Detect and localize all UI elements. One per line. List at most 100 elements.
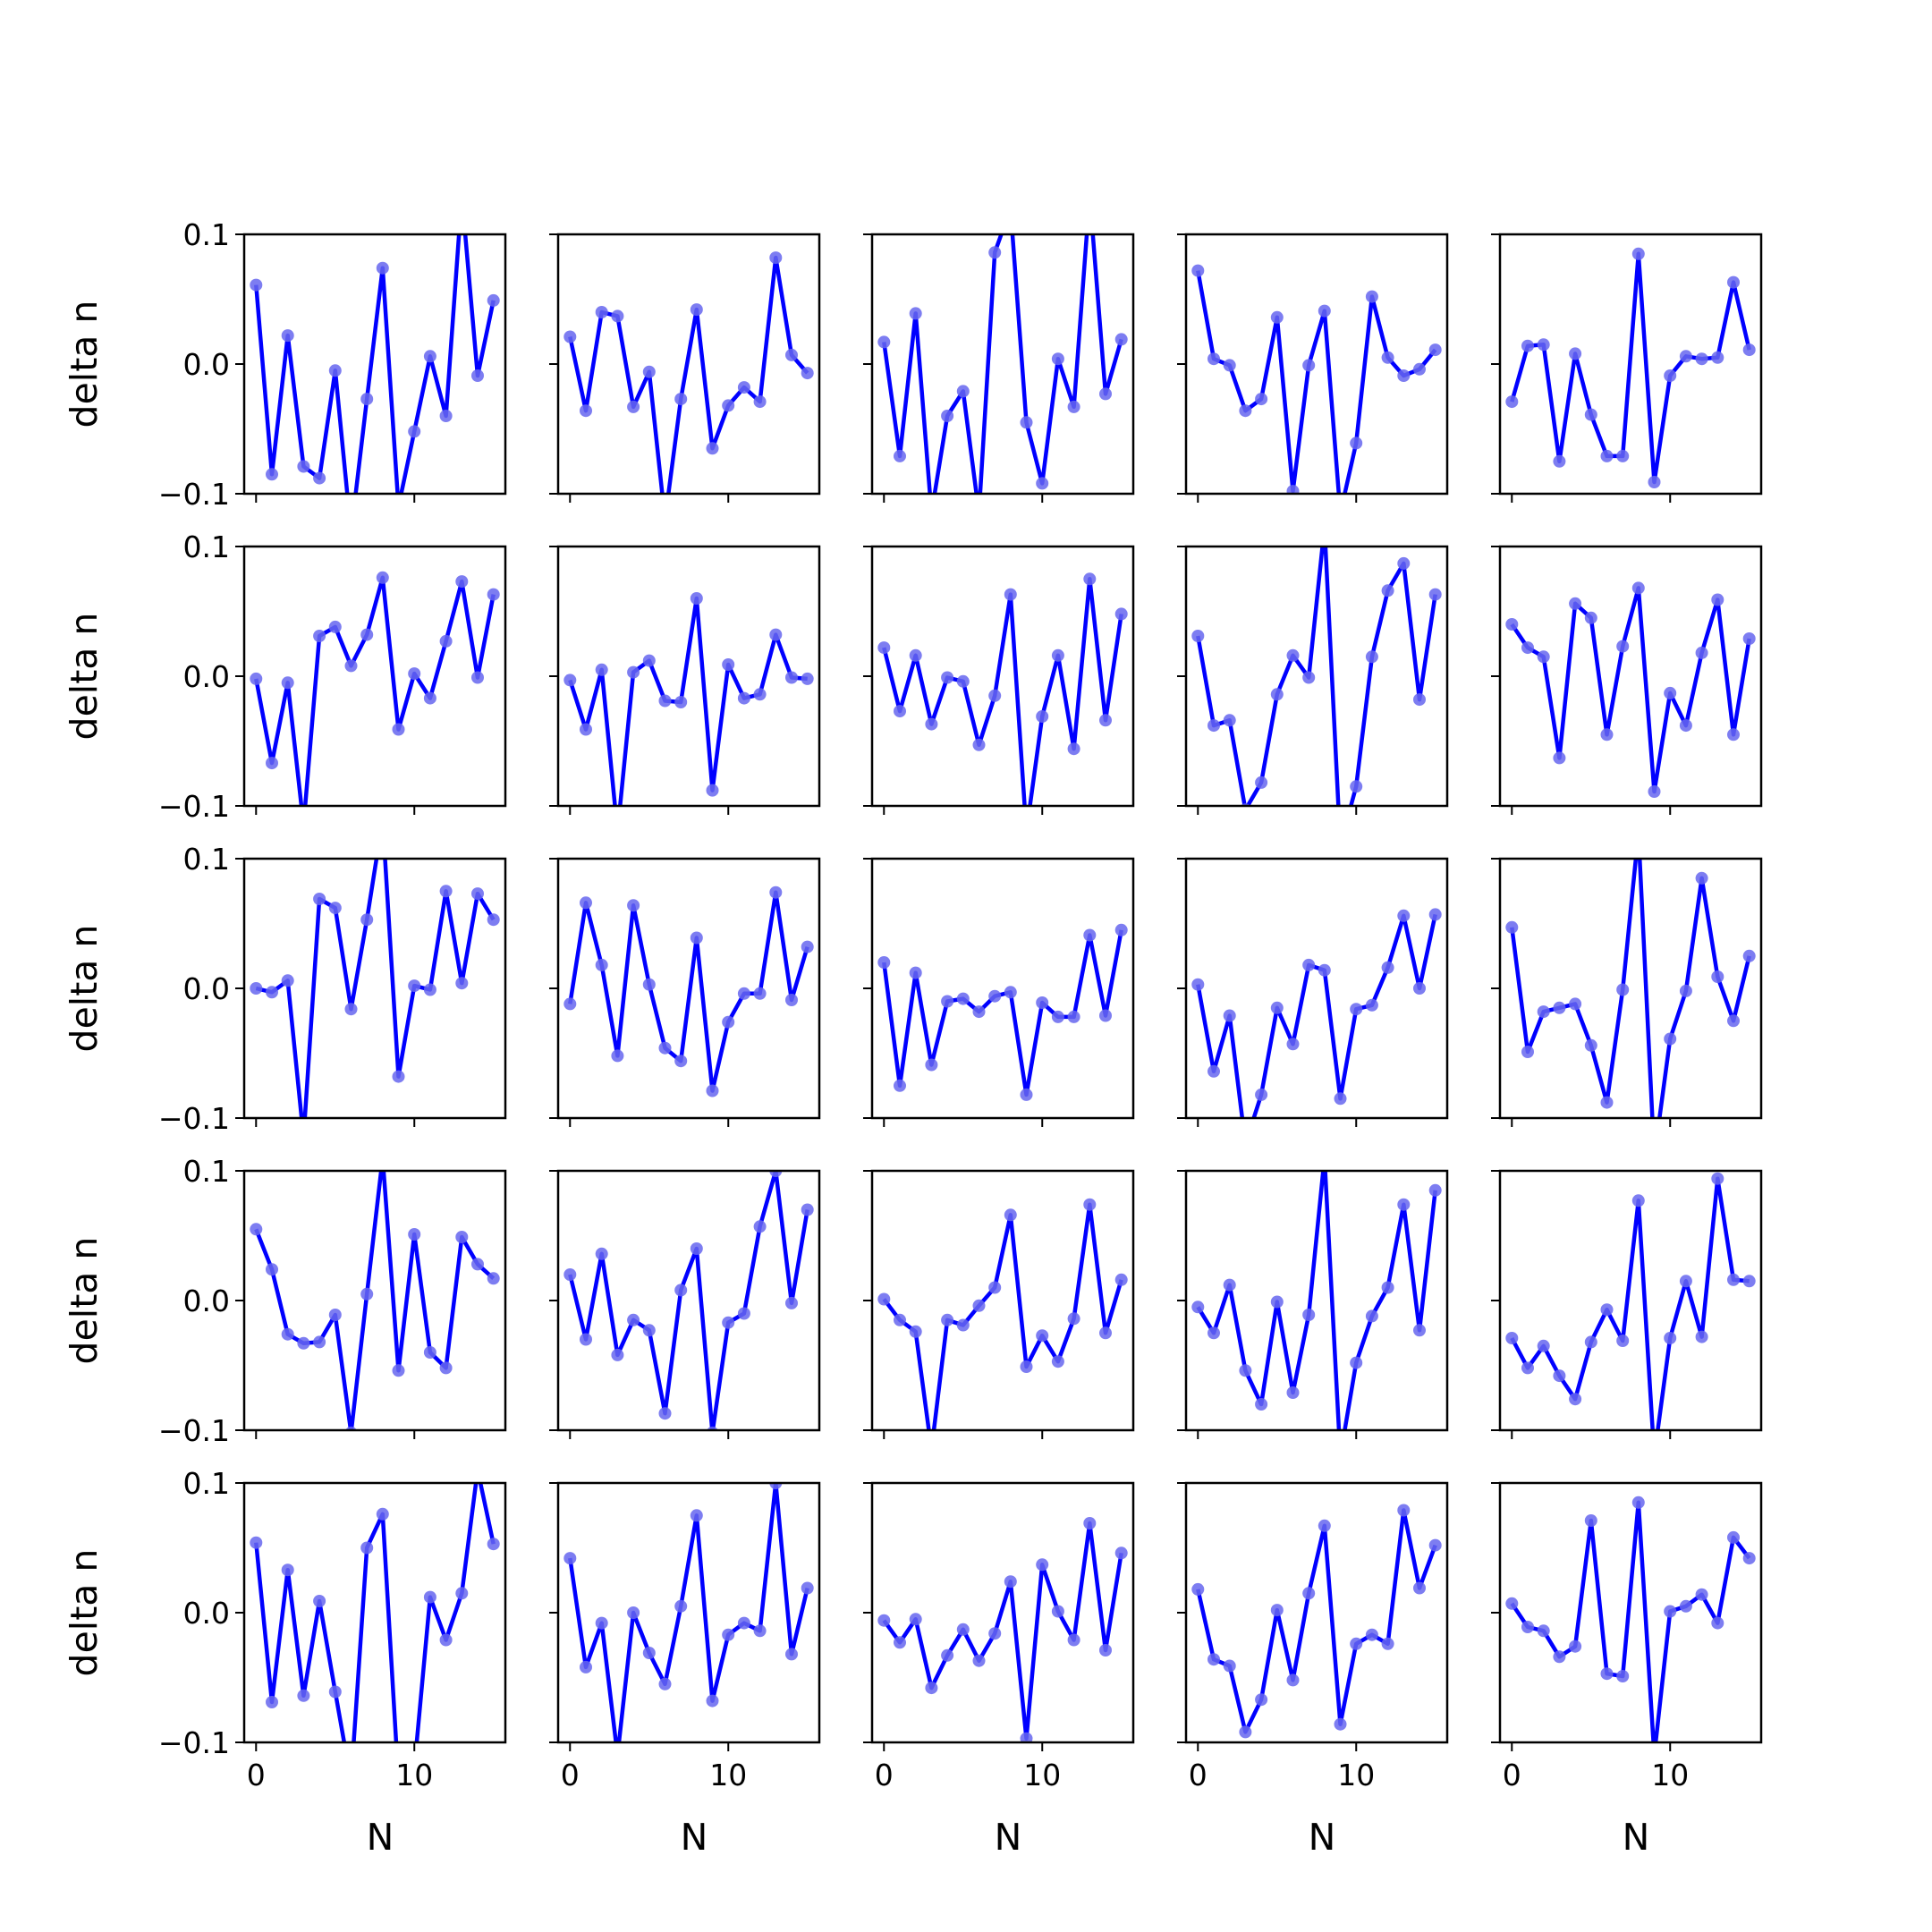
data-point — [1020, 1088, 1033, 1101]
data-point — [471, 369, 484, 382]
data-point — [785, 671, 798, 684]
data-point — [1067, 1010, 1080, 1023]
data-point — [595, 306, 608, 318]
subplot-r3-c3 — [1177, 1169, 1449, 1439]
data-point — [1664, 369, 1677, 382]
data-point — [408, 425, 421, 438]
data-point — [595, 1247, 608, 1260]
data-point — [297, 819, 309, 832]
data-point — [1004, 1575, 1017, 1589]
data-point — [1223, 1278, 1236, 1292]
data-point — [1631, 247, 1645, 260]
data-point — [753, 1220, 767, 1233]
series-group — [564, 1483, 814, 1742]
data-point — [1632, 826, 1645, 839]
series-group — [877, 572, 1128, 806]
data-point — [801, 1203, 814, 1216]
data-point — [1679, 1275, 1692, 1288]
subplot-r3-c1 — [549, 1169, 821, 1439]
data-point — [1616, 640, 1630, 653]
data-point — [1020, 1360, 1033, 1373]
data-point — [956, 1623, 970, 1636]
data-point — [894, 705, 906, 718]
data-point — [1036, 996, 1049, 1009]
data-point — [1067, 1312, 1080, 1326]
data-point — [1553, 1001, 1566, 1014]
data-point — [471, 1464, 484, 1477]
data-point — [1334, 1092, 1347, 1106]
data-point — [1727, 1273, 1740, 1286]
subplot-r2-c0: −0.1 0.0 0.1 delta n — [63, 814, 507, 1136]
data-point — [1208, 1064, 1220, 1078]
data-point — [690, 1242, 703, 1255]
data-point — [737, 1616, 750, 1630]
data-point — [564, 1268, 577, 1281]
x-axis-label: N — [1623, 1816, 1650, 1859]
data-point — [1067, 1633, 1080, 1647]
y-tick-label: −0.1 — [158, 1413, 230, 1448]
data-point — [1365, 650, 1378, 664]
y-tick-label: 0.0 — [183, 347, 230, 382]
data-point — [941, 1648, 954, 1662]
data-point — [925, 717, 938, 731]
data-point — [1381, 584, 1394, 597]
series-line — [254, 1171, 496, 1430]
data-point — [377, 814, 389, 826]
subplot-r4-c4: 0 10N — [1491, 1481, 1763, 1859]
data-point — [722, 399, 735, 412]
data-point — [1191, 264, 1205, 277]
series-line — [1196, 913, 1437, 1118]
axes-frame — [556, 545, 821, 808]
subplot-r2-c4 — [1491, 826, 1763, 1127]
data-point — [1648, 785, 1661, 798]
data-point — [737, 1307, 750, 1320]
data-point — [1428, 1183, 1442, 1197]
data-point — [956, 1318, 970, 1332]
data-point — [1270, 310, 1284, 324]
data-point — [423, 350, 436, 363]
data-point — [392, 1070, 405, 1083]
data-point — [564, 330, 577, 343]
data-point — [1428, 588, 1442, 601]
series-line — [568, 1171, 809, 1430]
data-point — [1223, 359, 1236, 372]
data-point — [722, 1628, 735, 1641]
series-line — [882, 929, 1123, 1097]
data-point — [909, 1613, 922, 1626]
series-group — [877, 1198, 1128, 1456]
data-point — [909, 648, 922, 662]
data-point — [642, 978, 656, 991]
data-point — [1051, 352, 1064, 366]
data-point — [377, 1152, 389, 1165]
data-point — [690, 1509, 703, 1522]
data-point — [1114, 1273, 1128, 1286]
data-point — [801, 940, 814, 953]
data-point — [328, 902, 342, 915]
data-point — [250, 278, 263, 292]
x-tick-label: 10 — [1651, 1758, 1689, 1792]
data-point — [250, 1223, 263, 1236]
x-tick-label: 10 — [1023, 1758, 1061, 1792]
data-point — [1020, 416, 1033, 429]
data-point — [423, 983, 436, 996]
data-point — [627, 665, 640, 679]
subplot-r0-c2 — [863, 233, 1135, 503]
subplot-r4-c3: 0 10N — [1177, 1481, 1449, 1859]
data-point — [659, 513, 672, 526]
data-point — [487, 588, 500, 601]
data-point — [1191, 1582, 1205, 1596]
data-point — [1742, 343, 1756, 357]
data-point — [1695, 646, 1708, 659]
x-tick-label: 0 — [875, 1758, 894, 1792]
series-line — [1510, 1500, 1751, 1742]
data-point — [1631, 1496, 1645, 1509]
data-point — [925, 1058, 938, 1072]
data-point — [1664, 1032, 1677, 1046]
data-point — [988, 1281, 1002, 1294]
data-point — [1051, 1010, 1064, 1023]
series-line — [1510, 859, 1751, 1118]
series-group — [1191, 264, 1442, 494]
data-point — [925, 1444, 937, 1456]
data-point — [1255, 1088, 1268, 1101]
data-point — [376, 1507, 389, 1521]
